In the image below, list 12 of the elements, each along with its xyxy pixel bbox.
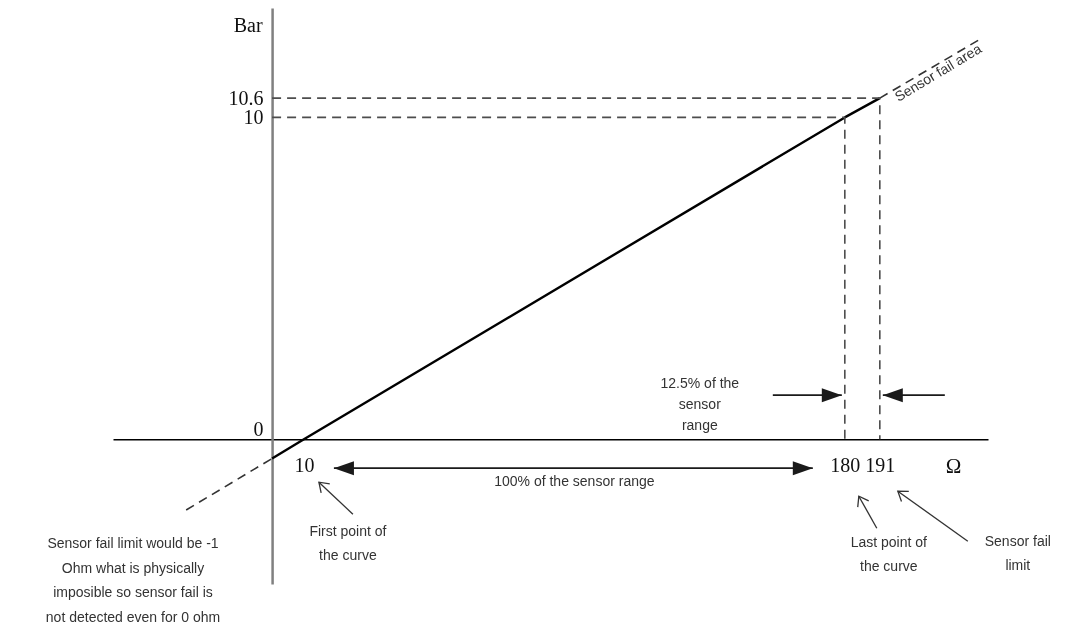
x-axis-title: Ω — [945, 453, 962, 478]
x-tick-label: 10 — [294, 453, 315, 476]
annotation: 12.5% of the sensor range — [660, 375, 740, 434]
annotation: Sensor fail limit would be -1 Ohm what is physically imposible so sensor fail is not detected even for 0 ohm — [45, 535, 221, 625]
x-tick-label: 191 — [865, 453, 896, 476]
x-tick-label: 180 — [830, 453, 861, 476]
y-tick-label: 0 — [253, 417, 264, 440]
annotation: Sensor fail limit — [984, 533, 1051, 574]
annotation: 100% of the sensor range — [494, 473, 655, 490]
y-axis-title: Bar — [233, 13, 263, 36]
annotation: Last point of the curve — [850, 534, 928, 575]
annotation: First point of the curve — [309, 523, 387, 564]
